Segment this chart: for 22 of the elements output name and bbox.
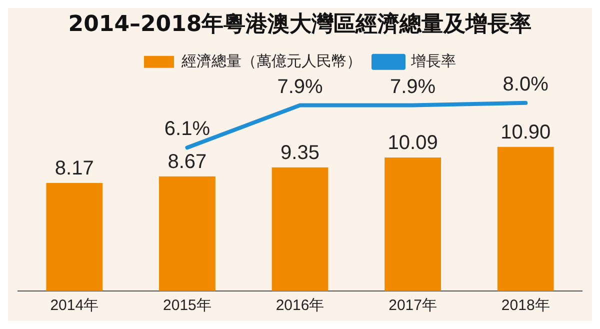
- data-label: 6.1%: [164, 118, 210, 140]
- legend-label: 經濟總量（萬億元人民幣）: [180, 52, 362, 70]
- data-label: 8.17: [54, 157, 94, 180]
- data-label: 10.90: [500, 121, 551, 144]
- x-tick-label: 2017年: [388, 297, 437, 314]
- x-tick-label: 2018年: [501, 297, 550, 314]
- bar: [159, 176, 216, 291]
- data-label: 10.09: [388, 132, 438, 154]
- bar: [384, 158, 441, 291]
- chart-title: 2014–2018年粵港澳大灣區經濟總量及增長率: [68, 10, 532, 37]
- data-label: 8.0%: [502, 73, 549, 96]
- x-tick-label: 2015年: [163, 297, 212, 314]
- bar: [272, 167, 328, 291]
- data-label: 8.67: [168, 150, 207, 173]
- legend-label: 增長率: [410, 52, 456, 70]
- data-label: 7.9%: [390, 76, 436, 98]
- data-label: 7.9%: [277, 76, 324, 98]
- bar: [497, 146, 554, 291]
- data-label: 9.35: [280, 142, 320, 164]
- x-tick-label: 2016年: [276, 297, 324, 314]
- x-tick-label: 2014年: [50, 297, 99, 314]
- bar: [46, 182, 103, 291]
